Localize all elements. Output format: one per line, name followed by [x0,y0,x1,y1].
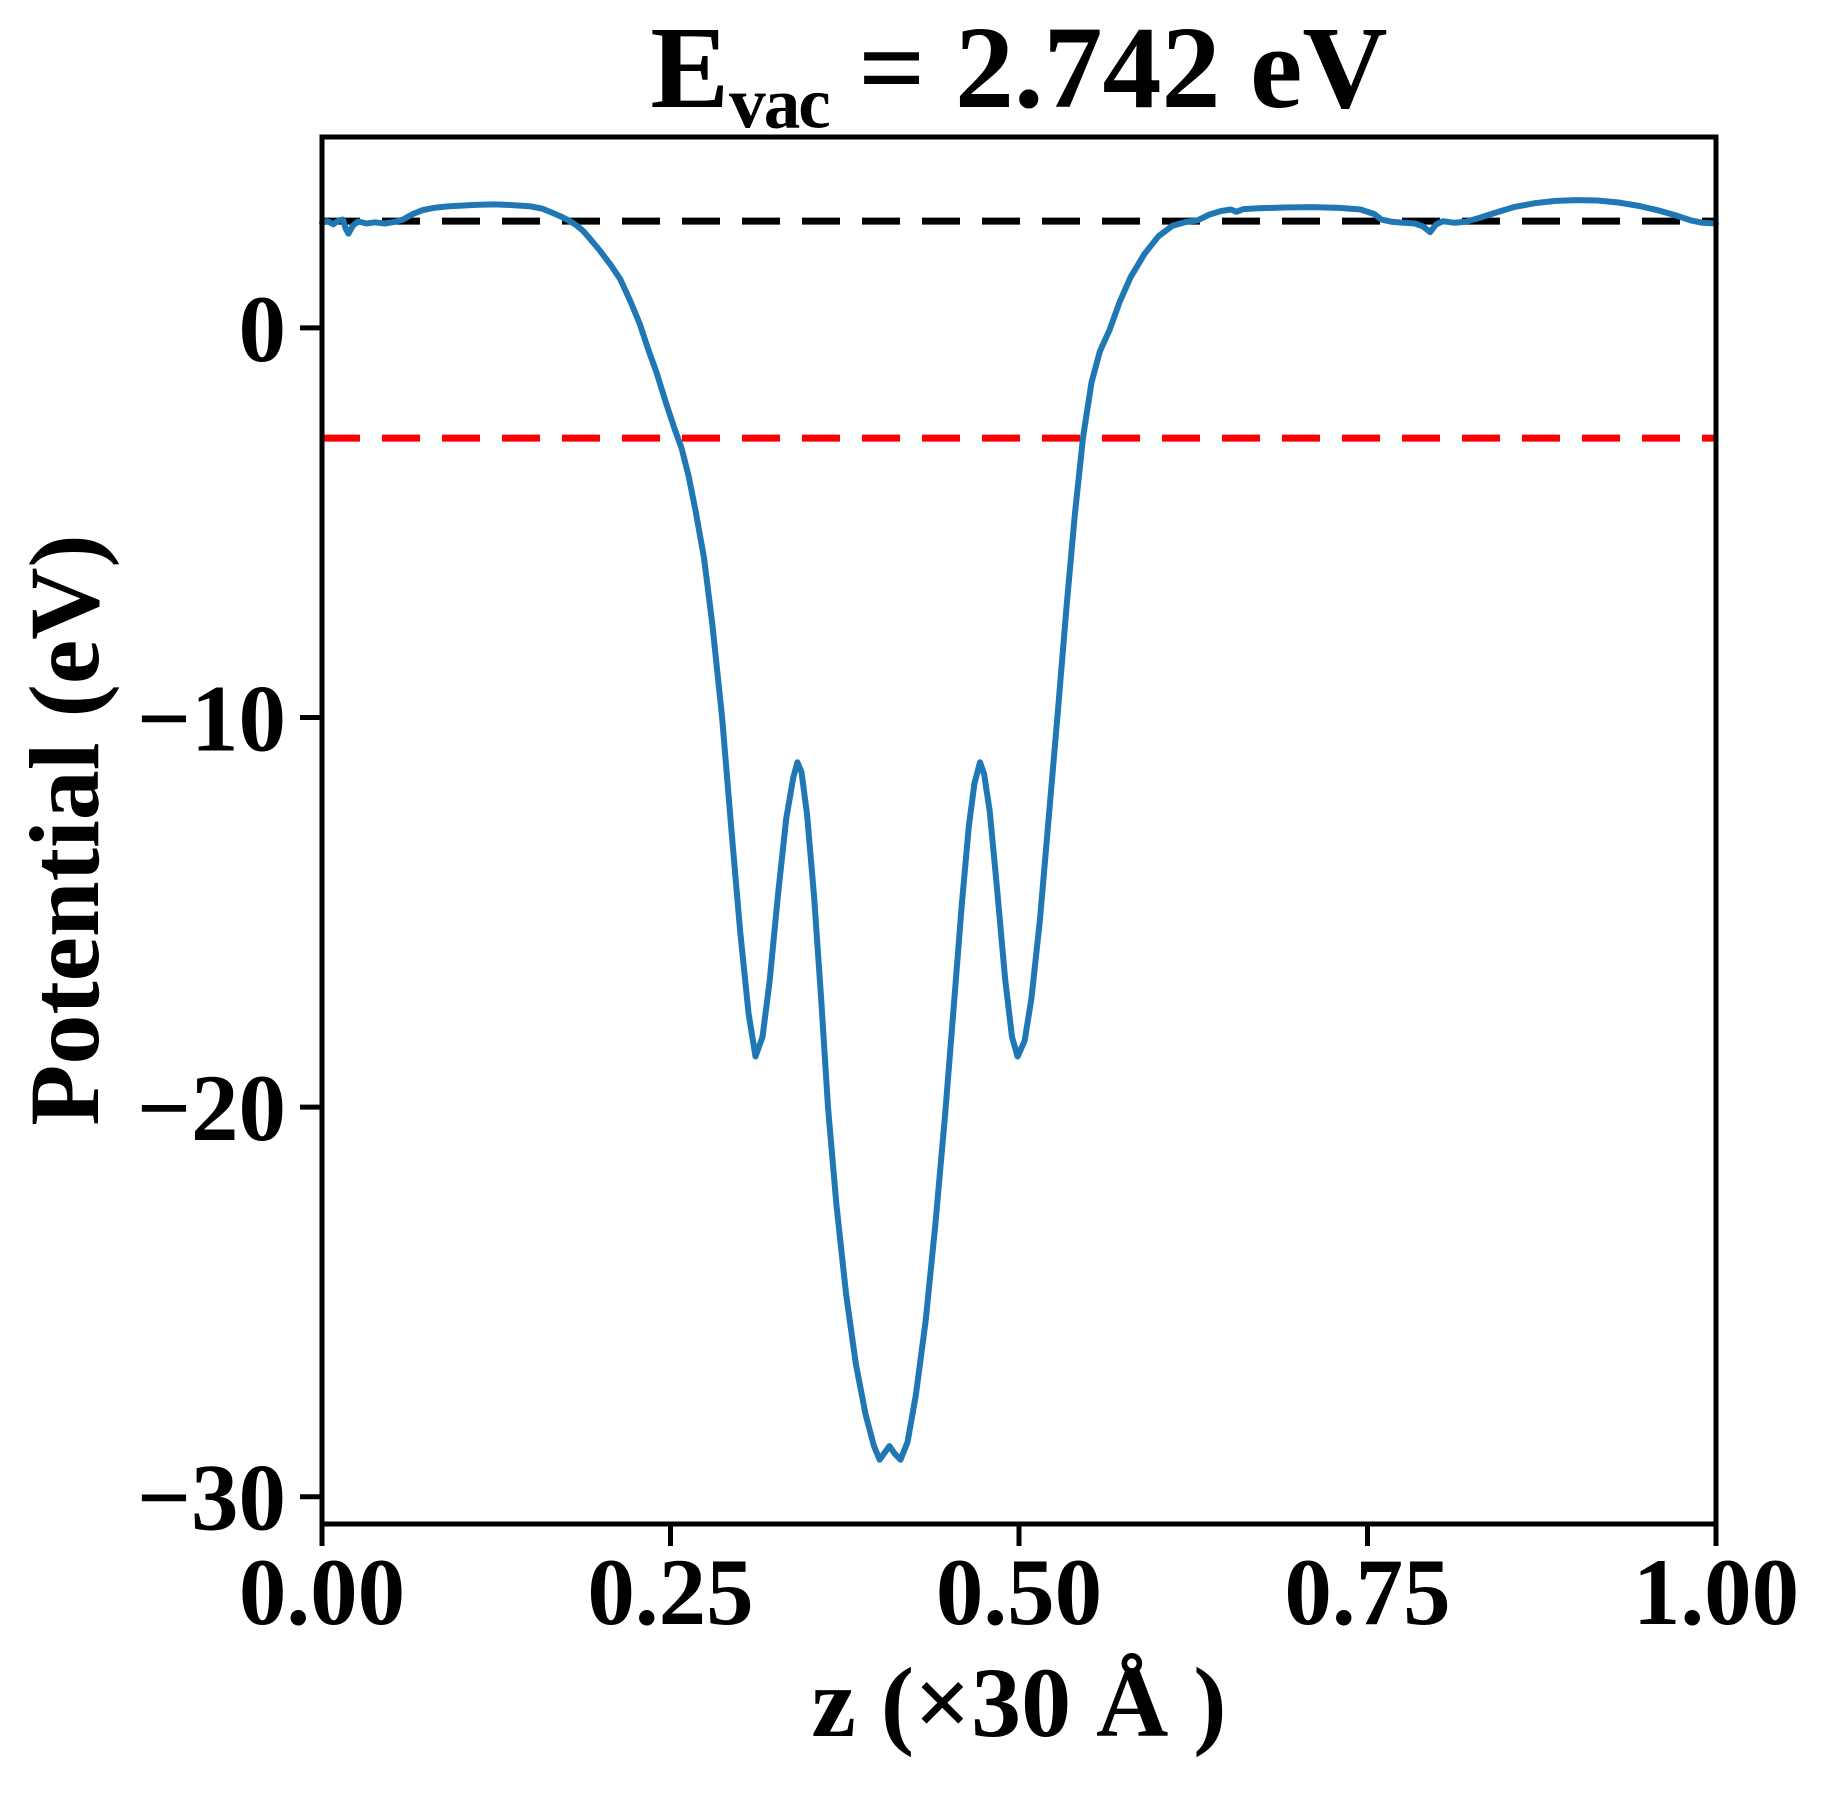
title-value: = 2.742 eV [828,2,1388,133]
x-tick-label: 0.25 [587,1539,753,1645]
chart-title: Evac = 2.742 eV [322,8,1716,144]
x-tick-label: 0.50 [936,1539,1102,1645]
x-axis-label: z (×30 Å ) [811,1647,1227,1758]
y-tick-label: −10 [137,666,286,772]
title-subscript: vac [729,62,831,144]
axes-spines [319,134,1719,1527]
x-tick-label: 0.00 [239,1539,405,1645]
planar-averaged-potential-curve [319,197,1719,1463]
y-tick-label: −20 [137,1055,286,1161]
x-tick-label: 1.00 [1633,1539,1799,1645]
y-tick-label: 0 [239,276,287,382]
title-symbol: E [650,2,730,133]
x-tick-label: 0.75 [1284,1539,1450,1645]
y-tick-label: −30 [137,1445,286,1551]
